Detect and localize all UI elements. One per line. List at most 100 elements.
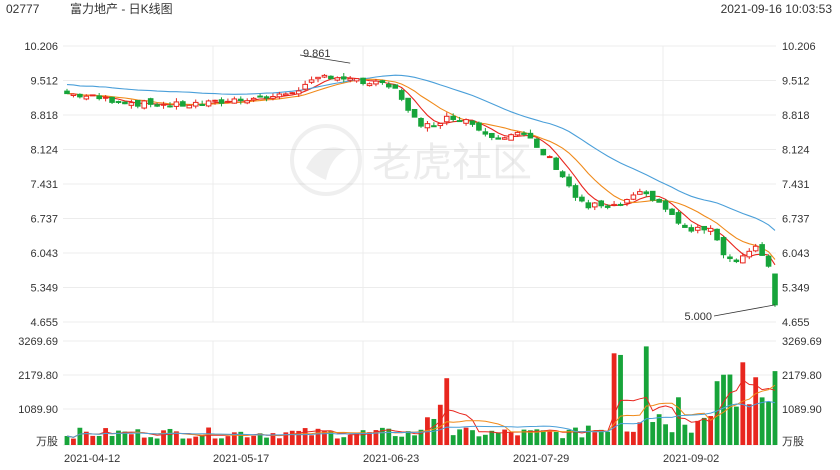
volume-bar [141,437,147,445]
candle-body [656,198,662,203]
volume-bar [289,430,295,445]
volume-bar [212,438,218,445]
candle-body [360,77,366,85]
volume-bar [444,378,450,445]
volume-bar [746,404,752,445]
volume-bar [90,435,96,445]
volume-bar [135,429,141,445]
volume-bar [553,432,559,445]
volume-bar [540,430,546,445]
volume-bar [122,431,128,445]
date-tick: 2021-07-29 [513,453,569,465]
candle-body [147,98,154,105]
volume-bar [392,436,398,445]
candle-body [192,101,199,107]
candle-body [334,77,341,81]
volume-bar [650,422,656,445]
volume-bar [425,417,430,445]
candle-body [540,148,547,156]
candle-body [244,100,251,104]
candle-body [89,94,96,97]
candle-body [437,122,444,127]
volume-bar [721,374,726,445]
volume-bar [727,374,733,445]
chart-title: 富力地产 - 日K线图 [70,2,173,16]
volume-bar [534,429,540,445]
candle-body [315,76,321,80]
candle-body [694,226,701,231]
candle-body [765,255,772,267]
candle-body [662,200,669,210]
volume-bar [656,414,662,445]
candle-body [347,77,353,81]
candle-body [611,203,617,206]
candle-body [534,138,540,148]
date-tick: 2021-06-23 [363,453,419,465]
volume-bar [238,431,244,445]
volume-bar [77,427,83,445]
volume-bar [83,431,89,445]
candle-body [135,99,141,107]
candle-body [675,212,682,224]
candle-body [546,156,553,159]
volume-bar [643,346,649,445]
price-tick-right: 8.818 [782,110,810,122]
volume-bar [470,430,475,445]
candle-body [340,76,347,80]
candle-body [379,80,386,84]
candle-body [411,108,418,118]
volume-tick-left: 2179.80 [18,370,58,382]
candle-body [630,194,637,200]
volume-bar [437,404,443,445]
candle-body [579,196,585,202]
candle-body [746,250,753,258]
volume-unit-left: 万股 [36,435,58,448]
volume-bar [431,418,437,445]
volume-bar [174,431,179,445]
candle-body [83,95,90,100]
volume-bar [302,428,308,445]
volume-bar [521,429,527,445]
volume-tick-left: 3269.69 [18,336,58,348]
candle-body [495,137,502,140]
volume-bar [663,424,668,445]
volume-bar [186,438,192,445]
volume-bar [219,438,224,445]
candle-body [295,90,302,95]
price-tick-left: 10.206 [24,41,58,53]
volume-bar [547,430,553,445]
price-tick-right: 6.737 [782,214,810,226]
candle-body [669,208,675,215]
volume-bar [476,436,482,445]
volume-bar [315,428,321,445]
candle-body [727,256,733,260]
volume-bar [759,397,765,445]
price-tick-left: 9.512 [30,76,58,88]
volume-bar [695,420,701,445]
volume-bar [206,427,211,445]
candle-body [257,95,263,98]
volume-bar [605,431,611,445]
candle-body [443,115,450,123]
volume-bar [508,432,514,445]
volume-bar [180,438,186,445]
volume-bar [598,429,604,445]
price-tick-left: 4.655 [30,317,58,329]
candles [64,72,778,307]
candle-body [366,83,373,87]
candle-body [115,101,122,104]
volume-bar [502,429,508,445]
candle-body [604,205,611,208]
volume-bar [154,438,160,445]
volume-bar [354,433,360,445]
volume-bar [560,438,565,445]
candle-body [109,96,115,103]
watermark-logo-mark [306,147,346,180]
volume-ma-line [66,400,776,438]
candle-body [212,99,218,102]
candle-body [450,115,456,120]
volume-bar [244,437,250,445]
volume-ma-line [66,384,776,438]
volume-bar [585,425,591,445]
